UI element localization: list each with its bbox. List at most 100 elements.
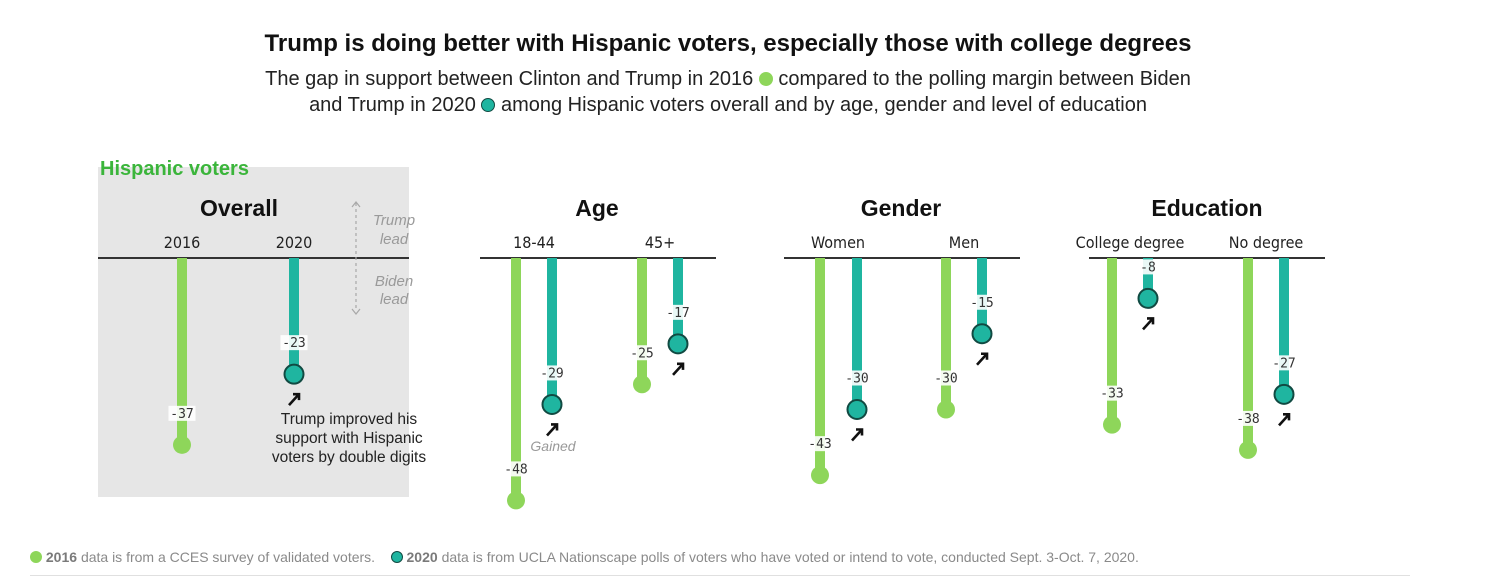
dot-2020-women bbox=[846, 399, 868, 420]
arrow-head bbox=[1147, 317, 1155, 325]
value-label-2016-college-degree: -33 bbox=[1100, 387, 1123, 402]
value-label-2020-45-: -17 bbox=[666, 306, 689, 321]
group-title-education: Education bbox=[1151, 195, 1262, 221]
arrow-no-degree-icon bbox=[1278, 413, 1291, 427]
dot-2020-18-44 bbox=[541, 393, 563, 415]
value-label-2016-18-44-bg bbox=[502, 461, 530, 477]
category-label-45-: 45+ bbox=[645, 233, 675, 252]
group-title-gender: Gender bbox=[861, 195, 942, 221]
arrow-shaft bbox=[672, 362, 684, 376]
dot-2016-2016 bbox=[173, 435, 191, 454]
arrow-shaft bbox=[976, 352, 988, 366]
group-title-age: Age bbox=[575, 195, 618, 221]
category-label-no-degree: No degree bbox=[1229, 233, 1304, 252]
value-label-2020-men: -15 bbox=[970, 296, 993, 311]
value-label-2020-45--bg bbox=[664, 304, 692, 320]
subtitle-part-2: compared to the polling margin between B… bbox=[778, 68, 1191, 90]
value-label-2016-women: -43 bbox=[808, 437, 831, 452]
category-label-men: Men bbox=[949, 233, 979, 252]
arrow-shaft bbox=[288, 393, 300, 407]
value-label-2016-2016: -37 bbox=[170, 407, 193, 422]
overall-panel-background bbox=[98, 167, 409, 497]
value-label-2016-men-bg bbox=[932, 370, 960, 386]
dot-2016-women bbox=[811, 466, 829, 485]
arrow-head bbox=[981, 352, 989, 360]
subtitle-part-4: among Hispanic voters overall and by age… bbox=[500, 94, 1147, 116]
arrow-head bbox=[293, 392, 301, 401]
dot-2020-men bbox=[971, 323, 993, 345]
biden-lead-label-1: Biden bbox=[375, 273, 413, 290]
value-label-2016-45-: -25 bbox=[630, 346, 653, 361]
footer-2020-text: data is from UCLA Nationscape polls of v… bbox=[441, 549, 1139, 565]
lead-key-up-arrow-icon bbox=[351, 201, 361, 208]
footer-2016-text: data is from a CCES survey of validated … bbox=[80, 549, 376, 565]
value-label-2020-college-degree: -8 bbox=[1140, 260, 1156, 275]
source-footer: 2016 data is from a CCES survey of valid… bbox=[30, 549, 1139, 565]
arrow-college-degree-icon bbox=[1142, 317, 1155, 331]
overall-note-line-1: Trump improved his bbox=[281, 411, 418, 428]
value-label-2016-45--bg bbox=[628, 345, 656, 361]
arrow-head bbox=[1283, 413, 1291, 421]
value-label-2020-no-degree: -27 bbox=[1272, 356, 1295, 371]
trump-lead-label-2: lead bbox=[380, 231, 409, 248]
category-label-college-degree: College degree bbox=[1076, 233, 1185, 252]
arrow-head bbox=[551, 423, 559, 431]
value-label-2016-no-degree-bg bbox=[1234, 410, 1262, 426]
dot-2016-college-degree bbox=[1103, 415, 1121, 434]
dot-2020-45- bbox=[667, 333, 689, 355]
arrow-18-44-icon bbox=[546, 423, 559, 437]
overall-note-line-2: support with Hispanic bbox=[275, 430, 423, 447]
value-label-2020-2020: -23 bbox=[282, 336, 305, 351]
dot-2016-no-degree bbox=[1239, 440, 1257, 459]
lead-key-down-arrow-icon bbox=[351, 308, 361, 315]
arrow-shaft bbox=[546, 423, 558, 437]
biden-lead-label-2: lead bbox=[380, 291, 409, 308]
chart-subtitle-line-2: and Trump in 2020 among Hispanic voters … bbox=[0, 94, 1456, 117]
category-label-2020: 2020 bbox=[276, 233, 313, 252]
legend-2016-dot-icon bbox=[758, 72, 773, 86]
legend-2020-dot-icon bbox=[481, 98, 496, 112]
value-label-2020-women: -30 bbox=[845, 372, 868, 387]
arrow-shaft bbox=[1278, 413, 1290, 427]
value-label-2020-women-bg bbox=[843, 370, 871, 386]
arrow-45--icon bbox=[672, 362, 685, 376]
value-label-2020-2020-bg bbox=[280, 335, 308, 351]
dot-2016-45- bbox=[633, 375, 651, 394]
category-label-18-44: 18-44 bbox=[513, 233, 555, 252]
trump-lead-label-1: Trump bbox=[373, 212, 415, 229]
value-label-2020-men-bg bbox=[968, 294, 996, 310]
value-label-2016-college-degree-bg bbox=[1098, 385, 1126, 401]
chart-subtitle-line-1: The gap in support between Clinton and T… bbox=[0, 68, 1456, 91]
dot-2016-men bbox=[937, 400, 955, 419]
category-label-2016: 2016 bbox=[164, 233, 201, 252]
arrow-shaft bbox=[851, 428, 863, 442]
overall-note-line-3: voters by double digits bbox=[272, 449, 426, 466]
value-label-2016-men: -30 bbox=[934, 372, 957, 387]
value-label-2016-no-degree: -38 bbox=[1236, 412, 1259, 427]
value-label-2020-no-degree-bg bbox=[1270, 355, 1298, 371]
value-label-2016-18-44: -48 bbox=[504, 462, 527, 477]
value-label-2020-college-degree-bg bbox=[1138, 259, 1158, 275]
value-label-2020-18-44-bg bbox=[538, 365, 566, 381]
footer-2016-dot-icon bbox=[30, 551, 42, 563]
footer-2020-bold: 2020 bbox=[406, 549, 438, 565]
arrow-2020-icon bbox=[288, 392, 301, 407]
footer-2020-dot-icon bbox=[390, 551, 403, 563]
value-label-2016-2016-bg bbox=[168, 405, 196, 421]
footer-divider bbox=[30, 575, 1410, 576]
arrow-men-icon bbox=[976, 352, 989, 366]
hispanic-voters-label: Hispanic voters bbox=[100, 158, 249, 180]
arrow-shaft bbox=[1142, 317, 1154, 331]
dot-2016-18-44 bbox=[507, 491, 525, 510]
category-label-women: Women bbox=[811, 233, 865, 252]
dot-2020-no-degree bbox=[1273, 383, 1295, 405]
chart-title: Trump is doing better with Hispanic vote… bbox=[264, 30, 1192, 57]
value-label-2016-women-bg bbox=[806, 436, 834, 452]
arrow-women-icon bbox=[851, 428, 864, 442]
arrow-head bbox=[677, 362, 685, 370]
dot-2020-college-degree bbox=[1137, 287, 1159, 309]
group-title-overall: Overall bbox=[200, 195, 278, 221]
subtitle-part-1: The gap in support between Clinton and T… bbox=[265, 68, 754, 90]
value-label-2020-18-44: -29 bbox=[540, 366, 563, 381]
